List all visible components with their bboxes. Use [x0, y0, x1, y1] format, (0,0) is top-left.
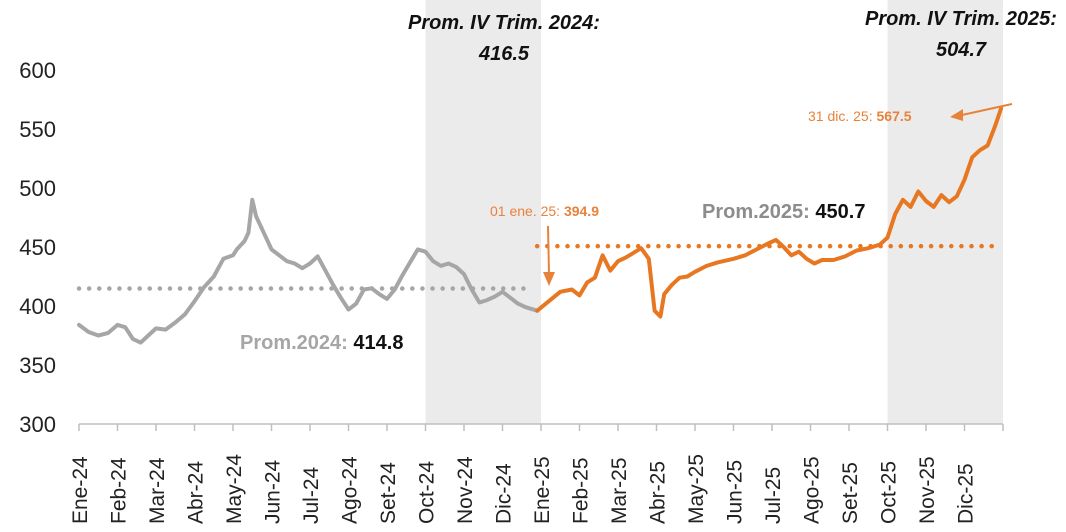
x-tick-label: Ago-25 [801, 456, 824, 524]
q4-2025-label: Prom. IV Trim. 2025: [865, 8, 1057, 30]
average-lines [76, 243, 1002, 291]
x-tick-label: Mar-24 [146, 457, 169, 524]
x-tick-label: Ene-25 [531, 456, 554, 524]
q4-2024-label: Prom. IV Trim. 2024: [408, 12, 600, 34]
x-axis: Ene-24 Feb-24 Mar-24 Abr-24 May-24 Jun-24 Jul-… [69, 423, 1004, 524]
x-tick-label: Ago-24 [339, 456, 362, 524]
x-tick-label: May-24 [223, 454, 246, 524]
y-tick-label: 400 [19, 294, 56, 319]
y-tick-label: 300 [19, 412, 56, 437]
x-tick-label: Set-25 [839, 462, 862, 524]
x-tick-label: Oct-24 [416, 461, 439, 524]
y-axis: 300 350 400 450 500 550 600 [19, 58, 56, 437]
x-tick-label: Ene-24 [69, 456, 92, 524]
x-tick-label: Feb-24 [108, 457, 131, 524]
avg-2025-annotation: Prom.2025: 450.7 [702, 201, 865, 223]
annotation-arrows [543, 103, 1013, 286]
shaded-region-1 [425, 0, 541, 424]
y-tick-label: 600 [19, 58, 56, 83]
x-tick-label: Dic-24 [493, 463, 516, 524]
x-tick-label: Mar-25 [608, 457, 631, 524]
x-tick-label: Jul-24 [300, 466, 323, 524]
start-2025-annotation: 01 ene. 25: 394.9 [490, 203, 599, 219]
series-line-1 [77, 197, 540, 345]
x-tick-label: Nov-24 [454, 456, 477, 524]
y-tick-label: 550 [19, 117, 56, 142]
x-tick-label: Abr-24 [185, 461, 208, 524]
x-tick-label: Abr-25 [647, 461, 670, 524]
x-tick-label: Set-24 [377, 462, 400, 524]
series-lines [77, 106, 1004, 345]
q4-2025-value: 504.7 [936, 39, 987, 61]
x-tick-label: Jun-24 [262, 459, 285, 524]
y-tick-label: 500 [19, 176, 56, 201]
end-2025-annotation: 31 dic. 25: 567.5 [808, 108, 912, 124]
x-tick-label: Nov-25 [916, 456, 939, 524]
shaded-region-2 [887, 0, 1003, 424]
x-tick-label: May-25 [685, 454, 708, 524]
series-line-2 [535, 106, 1004, 319]
x-tick-label: Dic-25 [955, 463, 978, 524]
x-tick-label: Jun-25 [724, 460, 747, 524]
x-tick-label: Feb-25 [570, 457, 593, 524]
y-tick-label: 450 [19, 235, 56, 260]
x-tick-label: Oct-25 [878, 461, 901, 524]
q4-2024-value: 416.5 [478, 43, 530, 65]
shaded-regions [425, 0, 1003, 424]
avg-2024-annotation: Prom.2024: 414.8 [240, 332, 403, 354]
y-tick-label: 350 [19, 353, 56, 378]
x-tick-label: Jul-25 [762, 467, 785, 524]
